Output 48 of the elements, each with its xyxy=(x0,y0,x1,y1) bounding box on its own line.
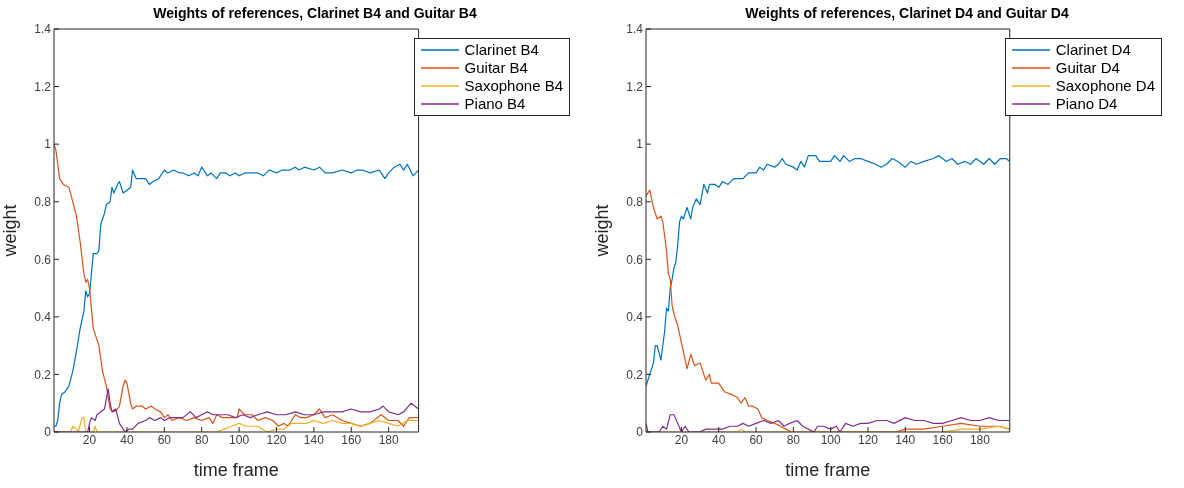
legend-label: Guitar D4 xyxy=(1055,59,1120,77)
y-tick-label: 0 xyxy=(636,425,644,440)
x-tick-label: 40 xyxy=(120,432,134,447)
x-tick-label: 20 xyxy=(674,432,689,447)
y-tick-label: 1.4 xyxy=(34,22,52,37)
x-tick-label: 160 xyxy=(932,432,953,447)
y-tick-label: 0.8 xyxy=(34,194,52,209)
chart-title: Weights of references, Clarinet B4 and Guitar B4 xyxy=(152,5,478,21)
y-tick-label: 0.6 xyxy=(34,252,52,267)
legend-label: Clarinet D4 xyxy=(1055,41,1131,59)
x-tick-label: 180 xyxy=(969,432,991,447)
x-tick-label: 60 xyxy=(749,432,764,447)
y-tick-label: 0.8 xyxy=(626,194,644,209)
x-tick-label: 100 xyxy=(229,432,250,447)
legend-label: Clarinet B4 xyxy=(464,41,539,59)
x-axis-title: time frame xyxy=(785,460,871,480)
y-axis-title: weight xyxy=(0,204,21,258)
x-tick-label: 140 xyxy=(303,432,325,447)
legend-label: Piano D4 xyxy=(1055,95,1118,113)
x-tick-label: 100 xyxy=(820,432,842,447)
legend-label: Guitar B4 xyxy=(464,59,528,77)
y-tick-label: 0 xyxy=(44,425,52,440)
x-tick-label: 140 xyxy=(895,432,916,447)
y-axis-title: weight xyxy=(592,204,613,258)
y-tick-label: 1.2 xyxy=(626,79,644,94)
y-tick-label: 0.4 xyxy=(626,310,644,325)
x-tick-label: 20 xyxy=(82,432,97,447)
legend-label: Saxophone B4 xyxy=(464,77,563,95)
x-tick-label: 80 xyxy=(786,432,801,447)
x-tick-label: 60 xyxy=(157,432,172,447)
x-tick-label: 180 xyxy=(378,432,399,447)
x-tick-label: 80 xyxy=(195,432,209,447)
legend-label: Piano B4 xyxy=(464,95,526,113)
y-tick-label: 0.6 xyxy=(626,252,644,267)
y-tick-label: 1.2 xyxy=(34,79,52,94)
x-tick-label: 40 xyxy=(712,432,726,447)
legend-label: Saxophone D4 xyxy=(1055,77,1155,95)
y-tick-label: 1 xyxy=(44,137,52,152)
y-tick-label: 1.4 xyxy=(626,22,644,37)
y-tick-label: 0.2 xyxy=(626,367,644,382)
y-tick-label: 1 xyxy=(636,137,644,152)
y-tick-label: 0.4 xyxy=(34,310,52,325)
x-axis-title: time frame xyxy=(193,460,279,480)
x-tick-label: 120 xyxy=(266,432,287,447)
x-tick-label: 120 xyxy=(857,432,879,447)
chart-title: Weights of references, Clarinet D4 and Guitar D4 xyxy=(744,5,1070,21)
y-tick-label: 0.2 xyxy=(34,367,52,382)
x-tick-label: 160 xyxy=(341,432,362,447)
